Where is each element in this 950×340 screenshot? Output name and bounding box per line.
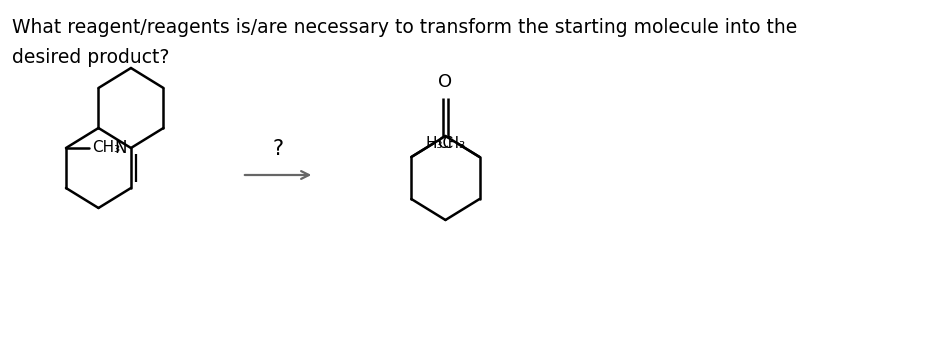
Text: CH₃: CH₃ bbox=[437, 136, 466, 151]
Text: O: O bbox=[438, 73, 452, 91]
Text: CH₃: CH₃ bbox=[92, 140, 121, 155]
Text: H₃C: H₃C bbox=[426, 136, 454, 151]
Text: What reagent/reagents is/are necessary to transform the starting molecule into t: What reagent/reagents is/are necessary t… bbox=[12, 18, 797, 37]
Text: desired product?: desired product? bbox=[12, 48, 169, 67]
Text: ?: ? bbox=[273, 139, 284, 159]
Text: N: N bbox=[115, 139, 127, 157]
